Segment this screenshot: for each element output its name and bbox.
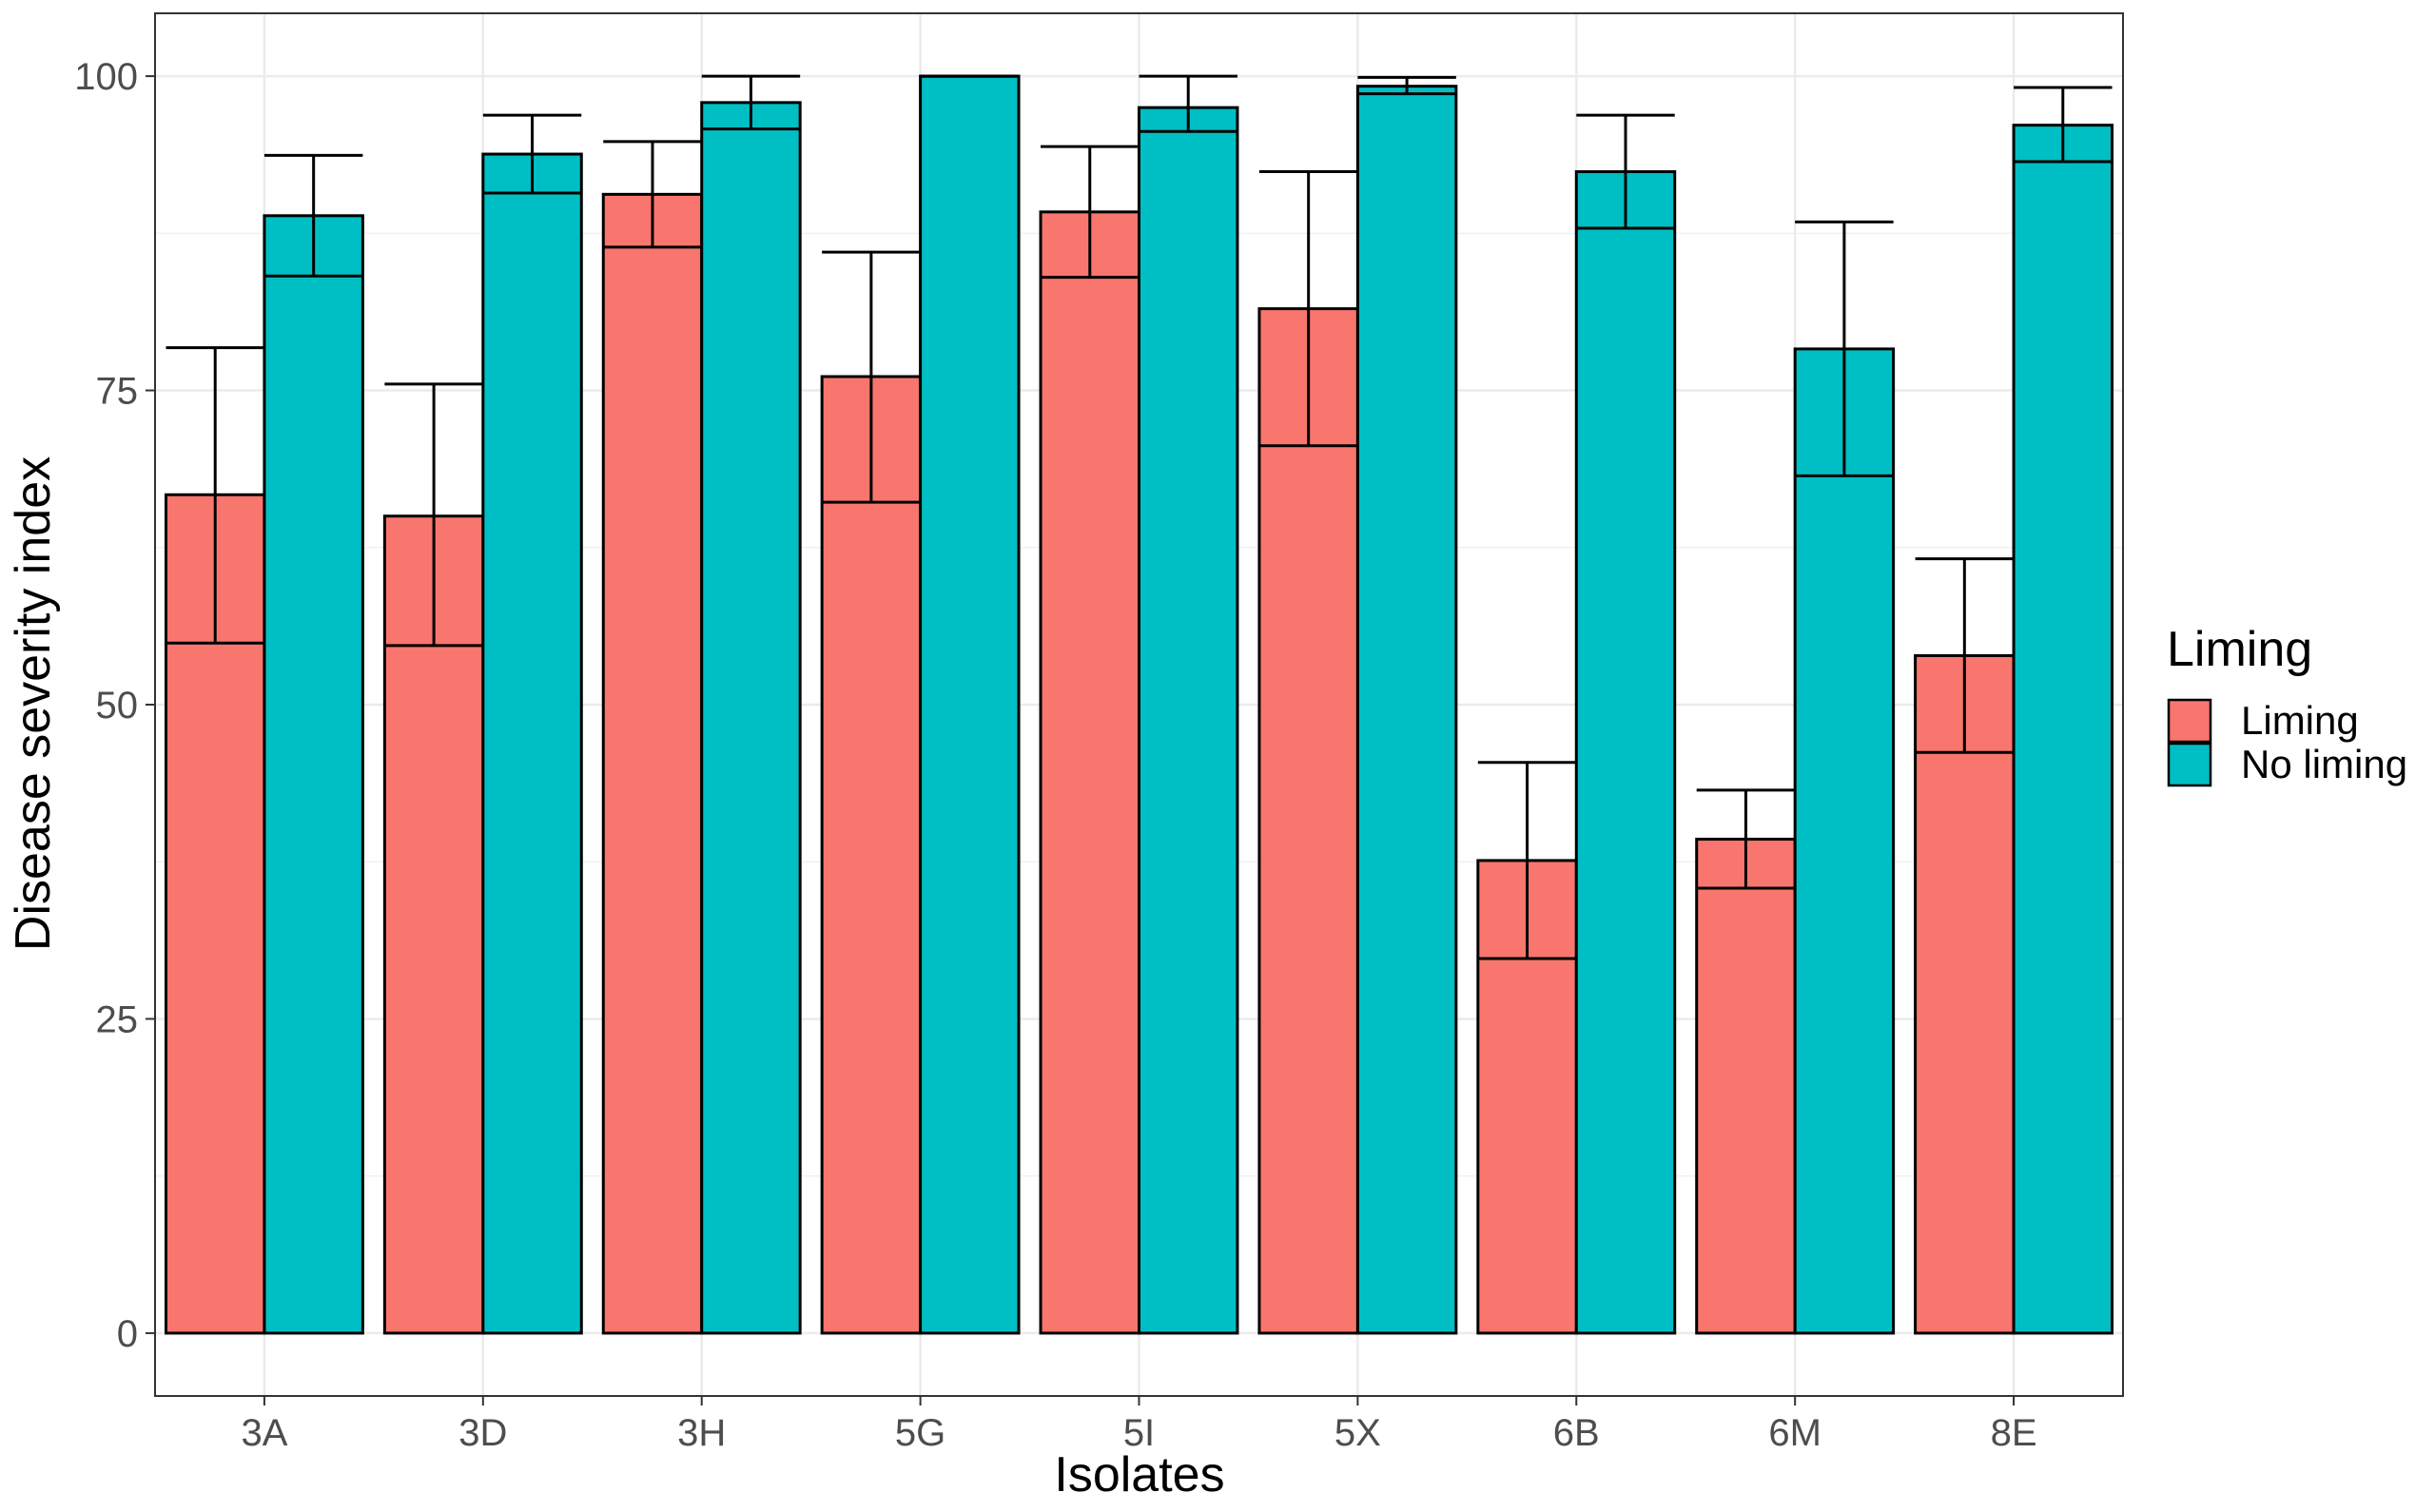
bar-liming-6m: [1695, 837, 1797, 1335]
error-bar: [263, 153, 363, 278]
x-tick-label: 3H: [677, 1412, 726, 1454]
x-tick-label: 6M: [1768, 1412, 1821, 1454]
bar-liming-8e: [1914, 653, 2016, 1335]
x-axis: 3A 3D 3H 5G 5I 5X 6B 6M 8E: [241, 1396, 2037, 1454]
bar-no-liming-6b: [1574, 170, 1677, 1335]
error-bars: [166, 74, 2113, 960]
error-bar: [482, 113, 582, 195]
error-bar: [1576, 113, 1675, 230]
x-tick-label: 5X: [1334, 1412, 1381, 1454]
y-tick-label: 75: [96, 371, 139, 413]
y-tick-label: 0: [117, 1313, 138, 1355]
bar-no-liming-5x: [1355, 85, 1458, 1335]
y-tick-label: 25: [96, 998, 139, 1040]
bar-liming-5x: [1257, 307, 1359, 1335]
error-bar: [701, 74, 801, 131]
y-tick-label: 50: [96, 685, 139, 727]
legend-key-no-liming: [2167, 742, 2212, 787]
error-bar: [166, 346, 264, 645]
legend-label: No liming: [2241, 742, 2407, 786]
bar-no-liming-3h: [700, 101, 802, 1335]
bar-liming-3h: [601, 192, 704, 1335]
error-bar: [2014, 86, 2113, 164]
x-tick-label: 5G: [895, 1412, 945, 1454]
x-tick-label: 5I: [1123, 1412, 1155, 1454]
error-bar: [1477, 761, 1577, 960]
y-tick-label: 100: [74, 56, 138, 98]
x-tick-label: 8E: [1991, 1412, 2037, 1454]
legend-key-liming: [2167, 698, 2212, 744]
error-bar: [1696, 788, 1796, 890]
bar-no-liming-3d: [481, 152, 583, 1335]
bar-no-liming-6m: [1793, 347, 1896, 1335]
bar-no-liming-5g: [919, 74, 1021, 1335]
legend-label: Liming: [2241, 698, 2359, 743]
bar-no-liming-8e: [2012, 124, 2114, 1335]
error-bar: [384, 382, 483, 648]
bar-liming-5g: [820, 375, 923, 1335]
error-bar: [1041, 145, 1140, 280]
x-tick-label: 6B: [1553, 1412, 1600, 1454]
y-axis-title: Disease severity index: [6, 456, 61, 951]
x-tick-label: 3A: [241, 1412, 287, 1454]
y-axis: 0 25 50 75 100: [74, 56, 155, 1355]
bar-liming-3d: [382, 514, 485, 1335]
bar-no-liming-3a: [263, 214, 364, 1335]
bar-liming-5i: [1039, 210, 1141, 1335]
error-bar: [822, 250, 921, 504]
x-tick-label: 3D: [458, 1412, 507, 1454]
error-bar: [1357, 75, 1456, 96]
error-bar: [1915, 557, 2015, 754]
error-bar: [1258, 170, 1358, 448]
x-axis-title: Isolates: [1054, 1447, 1224, 1502]
legend-title: Liming: [2167, 622, 2312, 677]
bar-no-liming-5i: [1138, 106, 1239, 1335]
error-bar: [1795, 220, 1894, 477]
bars: [164, 74, 2114, 1335]
error-bar: [1139, 74, 1237, 133]
error-bar: [603, 140, 702, 249]
